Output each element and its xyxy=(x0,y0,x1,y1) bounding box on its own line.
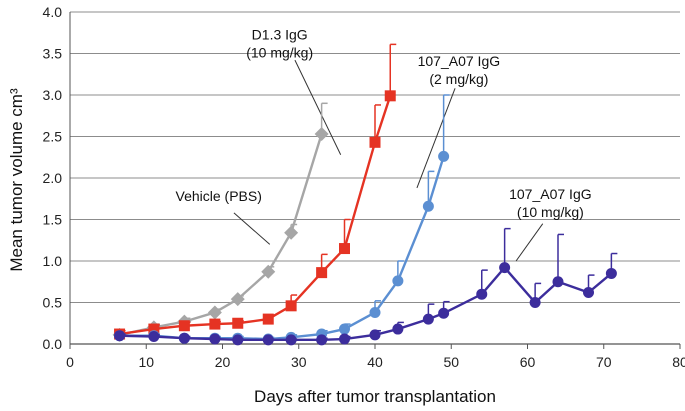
x-tick-label: 60 xyxy=(520,354,536,370)
annotation-label-a07_2: 107_A07 IgG xyxy=(418,53,501,69)
data-point xyxy=(422,313,434,325)
data-point xyxy=(316,267,328,279)
axes xyxy=(69,12,681,349)
annotation-pointers xyxy=(233,59,544,262)
data-point xyxy=(148,331,160,343)
data-point xyxy=(552,276,564,288)
data-point xyxy=(178,332,190,344)
data-point xyxy=(148,323,160,335)
data-point xyxy=(262,313,274,325)
data-point xyxy=(314,127,329,142)
y-tick-label: 0.5 xyxy=(43,295,63,311)
data-point xyxy=(209,333,221,345)
annotation-label-a07_2: (2 mg/kg) xyxy=(429,71,488,87)
y-tick-label: 2.5 xyxy=(43,129,63,145)
y-tick-label: 0.0 xyxy=(43,336,63,352)
annotation-label-a07_10: 107_A07 IgG xyxy=(509,186,592,202)
y-tick-label: 3.0 xyxy=(43,87,63,103)
data-point xyxy=(339,243,350,255)
annotation-label-d13: (10 mg/kg) xyxy=(246,44,313,60)
y-tick-label: 2.0 xyxy=(43,170,63,186)
data-point xyxy=(438,307,450,319)
x-tick-label: 40 xyxy=(367,354,383,370)
tick-labels: 0.0 0.5 1.0 1.5 2.0 2.5 3.0 3.5 4.0 0 10 20 30 40 50 60… xyxy=(43,4,685,370)
data-point xyxy=(369,306,381,318)
annotation-pointer-vehicle xyxy=(233,212,271,245)
data-point xyxy=(285,334,297,346)
data-point xyxy=(438,150,450,162)
data-point xyxy=(339,323,350,335)
data-point xyxy=(583,287,594,299)
annotation-pointer-d13 xyxy=(294,59,342,155)
data-point xyxy=(339,333,350,345)
data-point xyxy=(207,305,222,320)
data-point xyxy=(392,323,404,335)
y-tick-label: 1.5 xyxy=(43,212,63,228)
data-series xyxy=(112,43,618,346)
data-point xyxy=(230,292,245,307)
data-point xyxy=(422,200,434,212)
x-tick-label: 10 xyxy=(138,354,154,370)
data-point xyxy=(262,334,274,346)
data-point xyxy=(232,317,244,329)
data-point xyxy=(284,225,299,240)
series-line xyxy=(119,95,392,336)
x-axis-title: Days after tumor transplantation xyxy=(254,387,496,406)
data-point xyxy=(369,136,381,148)
y-tick-label: 1.0 xyxy=(43,253,63,269)
x-tick-label: 70 xyxy=(596,354,612,370)
data-point xyxy=(384,90,396,102)
annotation-pointer-a07_2 xyxy=(416,88,456,189)
x-tick-label: 0 xyxy=(66,354,74,370)
data-point xyxy=(285,300,297,312)
data-point xyxy=(476,288,488,300)
data-point xyxy=(178,320,190,332)
x-tick-label: 30 xyxy=(291,354,307,370)
data-point xyxy=(316,334,328,346)
data-point xyxy=(369,329,381,341)
annotation-labels: D1.3 IgG (10 mg/kg) 107_A07 IgG (2 mg/kg) Ve… xyxy=(176,26,592,219)
data-point xyxy=(209,318,221,330)
annotation-pointer-a07_10 xyxy=(515,223,544,262)
series-a07_10 xyxy=(114,227,618,346)
data-point xyxy=(499,262,511,274)
y-axis-title: Mean tumor volume cm³ xyxy=(7,88,26,272)
x-tick-label: 80 xyxy=(672,354,685,370)
data-point xyxy=(605,267,617,279)
annotation-label-vehicle: Vehicle (PBS) xyxy=(176,188,262,204)
annotation-label-a07_10: (10 mg/kg) xyxy=(517,204,584,220)
data-point xyxy=(114,330,126,342)
x-tick-label: 50 xyxy=(443,354,459,370)
x-tick-label: 20 xyxy=(215,354,231,370)
data-point xyxy=(529,297,541,308)
annotation-label-d13: D1.3 IgG xyxy=(252,26,308,42)
y-tick-label: 3.5 xyxy=(43,46,63,62)
data-point xyxy=(232,334,244,346)
data-point xyxy=(392,275,404,287)
data-point xyxy=(261,264,276,279)
y-tick-label: 4.0 xyxy=(43,4,63,20)
